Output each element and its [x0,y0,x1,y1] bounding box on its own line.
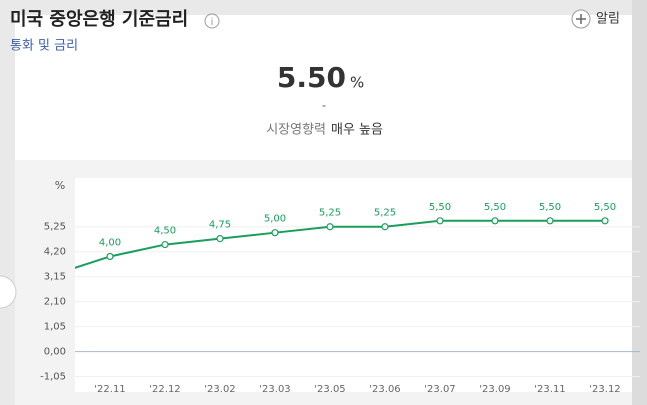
info-icon[interactable]: i [204,13,220,29]
summary-panel [15,15,632,160]
x-tick-label: '23.03 [259,384,290,395]
y-tick-label: 2,10 [44,297,66,308]
alert-button[interactable] [571,9,591,29]
value-label: 5,50 [429,202,451,213]
alert-label[interactable]: 알림 [596,12,620,27]
point [271,229,279,237]
value-label: 5,50 [484,202,506,213]
x-tick-label: '22.12 [149,384,180,395]
value-label: 4,00 [99,237,121,248]
x-tick-label: '23.02 [204,384,235,395]
x-tick-label: '23.05 [314,384,345,395]
value-label: 5,25 [319,208,341,219]
y-unit: % [55,179,65,192]
x-tick-label: '23.07 [424,384,455,395]
x-tick-label: '23.12 [589,384,620,395]
value-label: 5,50 [539,202,561,213]
value-label: 5,25 [374,208,396,219]
plot-area [75,178,640,392]
value-label: 5,00 [264,214,286,225]
value-label: 4,50 [154,226,176,237]
x-tick-label: '23.09 [479,384,510,395]
y-tick-label: 3,15 [44,272,66,283]
current-unit: % [350,74,364,92]
point [161,240,169,249]
point [436,217,444,225]
impact-value: 매우 높음 [331,123,383,138]
subtitle-link[interactable]: 통화 및 금리 [10,39,78,54]
series [75,217,609,269]
change: - [322,99,326,113]
prev-arrow[interactable] [0,275,17,309]
y-tick-label: 5,25 [44,222,66,233]
x-tick-label: '23.11 [534,384,565,395]
svg-text:i: i [211,17,214,28]
value-label: 5,50 [594,202,616,213]
point [326,223,334,231]
y-tick-label: -1,05 [40,372,66,383]
point [491,217,499,225]
scroll-edge [632,0,647,405]
point [106,252,114,261]
impact-label: 시장영향력 [266,123,326,138]
point [546,217,554,225]
current-value: 5.50 [277,61,346,94]
title: 미국 중앙은행 기준금리 [10,9,188,30]
x-tick-label: '23.06 [369,384,400,395]
y-tick-label: 0,00 [44,347,66,358]
point [601,217,609,225]
x-tick-label: '22.11 [94,384,125,395]
point [216,235,224,243]
value-label: 4,75 [209,220,231,231]
point [381,223,389,231]
y-tick-label: 1,05 [44,322,66,333]
y-tick-label: 4,20 [44,247,66,258]
